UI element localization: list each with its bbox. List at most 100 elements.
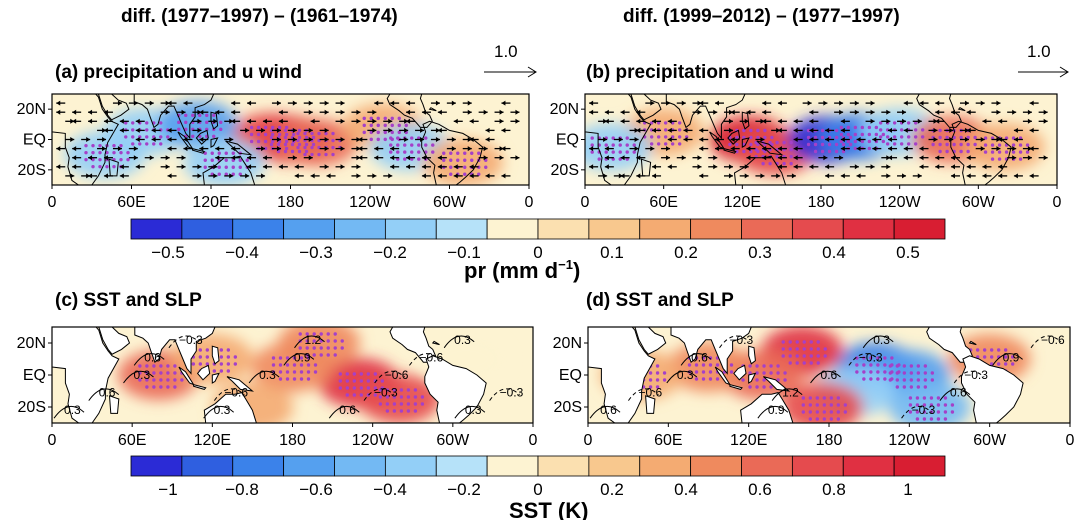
stipple-dot [378, 395, 383, 399]
stipple-dot [611, 150, 615, 154]
stipple-dot [670, 135, 675, 139]
stipple-dot [829, 417, 834, 421]
stipple-dot [656, 135, 661, 139]
stipple-dot [331, 145, 335, 150]
reference-vector-label: 1.0 [1027, 42, 1051, 61]
coastline [202, 155, 256, 185]
wind-vector-head [515, 109, 520, 115]
stipple-dot [226, 348, 231, 352]
wind-vector-head [501, 146, 506, 152]
wind-vector-head [292, 137, 297, 142]
wind-vector-head [420, 137, 425, 142]
stipple-dot [366, 386, 371, 390]
stipple-dot [938, 135, 942, 140]
slp-contour-label: 1.2 [305, 333, 322, 347]
stipple-dot [470, 151, 474, 155]
stipple-dot [684, 135, 689, 139]
colorbar-tick-label: −0.4 [225, 243, 259, 262]
stipple-dot [899, 128, 904, 132]
stipple-dot [853, 146, 858, 151]
wind-vector-head [437, 164, 442, 170]
stipple-dot [297, 142, 302, 147]
stipple-dot [296, 131, 300, 136]
wind-vector-head [667, 127, 672, 133]
wind-vector-head [72, 164, 77, 170]
wind-vector-head [88, 109, 93, 115]
stipple-dot [299, 363, 304, 367]
panel-title-c: (c) SST and SLP [55, 290, 202, 311]
panel-title-a: (a) precipitation and u wind [55, 62, 302, 83]
stipple-dot [352, 386, 357, 390]
stipple-dot [131, 135, 135, 139]
colorbar-swatch [893, 455, 946, 477]
wind-vector-head [515, 118, 520, 124]
wind-vector-head [103, 155, 108, 161]
wind-vector-head [119, 164, 124, 170]
stipple-dot [906, 142, 911, 146]
slp-contour-line [248, 370, 280, 384]
slp-contour-line [719, 335, 750, 349]
wind-vector-head [935, 100, 940, 106]
x-tick-label: 0 [525, 194, 534, 211]
wind-vector-head [501, 173, 506, 179]
stipple-dot [285, 370, 290, 374]
stipple-dot [313, 363, 318, 367]
stipple-dot [843, 410, 848, 414]
stipple-dot [931, 142, 935, 147]
stipple-dot [916, 364, 921, 368]
stipple-dot [284, 146, 289, 151]
stipple-dot [263, 146, 268, 151]
anomaly-blob [358, 374, 441, 423]
wind-vector-head [791, 173, 796, 179]
stipple-dot [923, 364, 928, 368]
x-tick-label: 180 [808, 194, 835, 211]
stipple-dot [883, 377, 887, 381]
colorbar-swatch [130, 218, 183, 240]
slp-contour-line [133, 353, 165, 366]
stipple-dot [373, 386, 378, 390]
coastline [630, 94, 662, 121]
stipple-dot [390, 130, 394, 135]
stipple-dot [397, 123, 401, 128]
wind-vector-head [501, 127, 506, 133]
coastline [210, 137, 219, 148]
stipple-dot [212, 134, 216, 139]
y-tick-label: 20S [18, 399, 46, 416]
stipple-dot [378, 402, 383, 406]
coastline [52, 94, 120, 185]
wind-vector-head [917, 118, 922, 124]
wind-vector-head [183, 146, 188, 152]
stipple-dot [649, 135, 654, 139]
stipple-dot [860, 139, 865, 144]
stipple-dot [649, 142, 654, 146]
stipple-dot [748, 364, 752, 368]
stipple-dot [808, 410, 813, 414]
map-area: 0.6 −0.6 0.3 0.6 −0.3 0.9 1.2 0.6 −0.3 0.3 −0.3 0.6… [588, 327, 1070, 423]
stipple-dot [997, 143, 1002, 147]
stipple-dot [263, 132, 268, 137]
stipple-dot [331, 152, 335, 157]
stipple-dot [735, 149, 739, 154]
stipple-dot [98, 143, 102, 148]
colorbar-swatch [334, 218, 386, 240]
stipple-dot [212, 113, 216, 118]
stipple-dot [338, 372, 343, 376]
continents [52, 94, 484, 185]
stipple-dot [340, 339, 344, 343]
wind-vector-head [870, 164, 875, 170]
slp-contour-label: −0.3 [729, 333, 753, 347]
stipple-dot [902, 364, 907, 368]
wind-vector-head [636, 173, 641, 179]
wind-vector-head [777, 146, 782, 152]
wind-vector-head [294, 164, 299, 170]
slp-contour-label: 0.6 [99, 386, 116, 400]
stipple-dot [380, 379, 385, 383]
wind-vector-head [483, 109, 488, 115]
stipple-dot [997, 150, 1002, 154]
stipple-dot [895, 364, 900, 368]
stipple-dot [198, 362, 203, 366]
slp-contour-line [363, 388, 395, 401]
wind-vector-head [215, 146, 220, 152]
slp-contour-line [328, 405, 360, 419]
wind-vector-head [167, 127, 172, 133]
